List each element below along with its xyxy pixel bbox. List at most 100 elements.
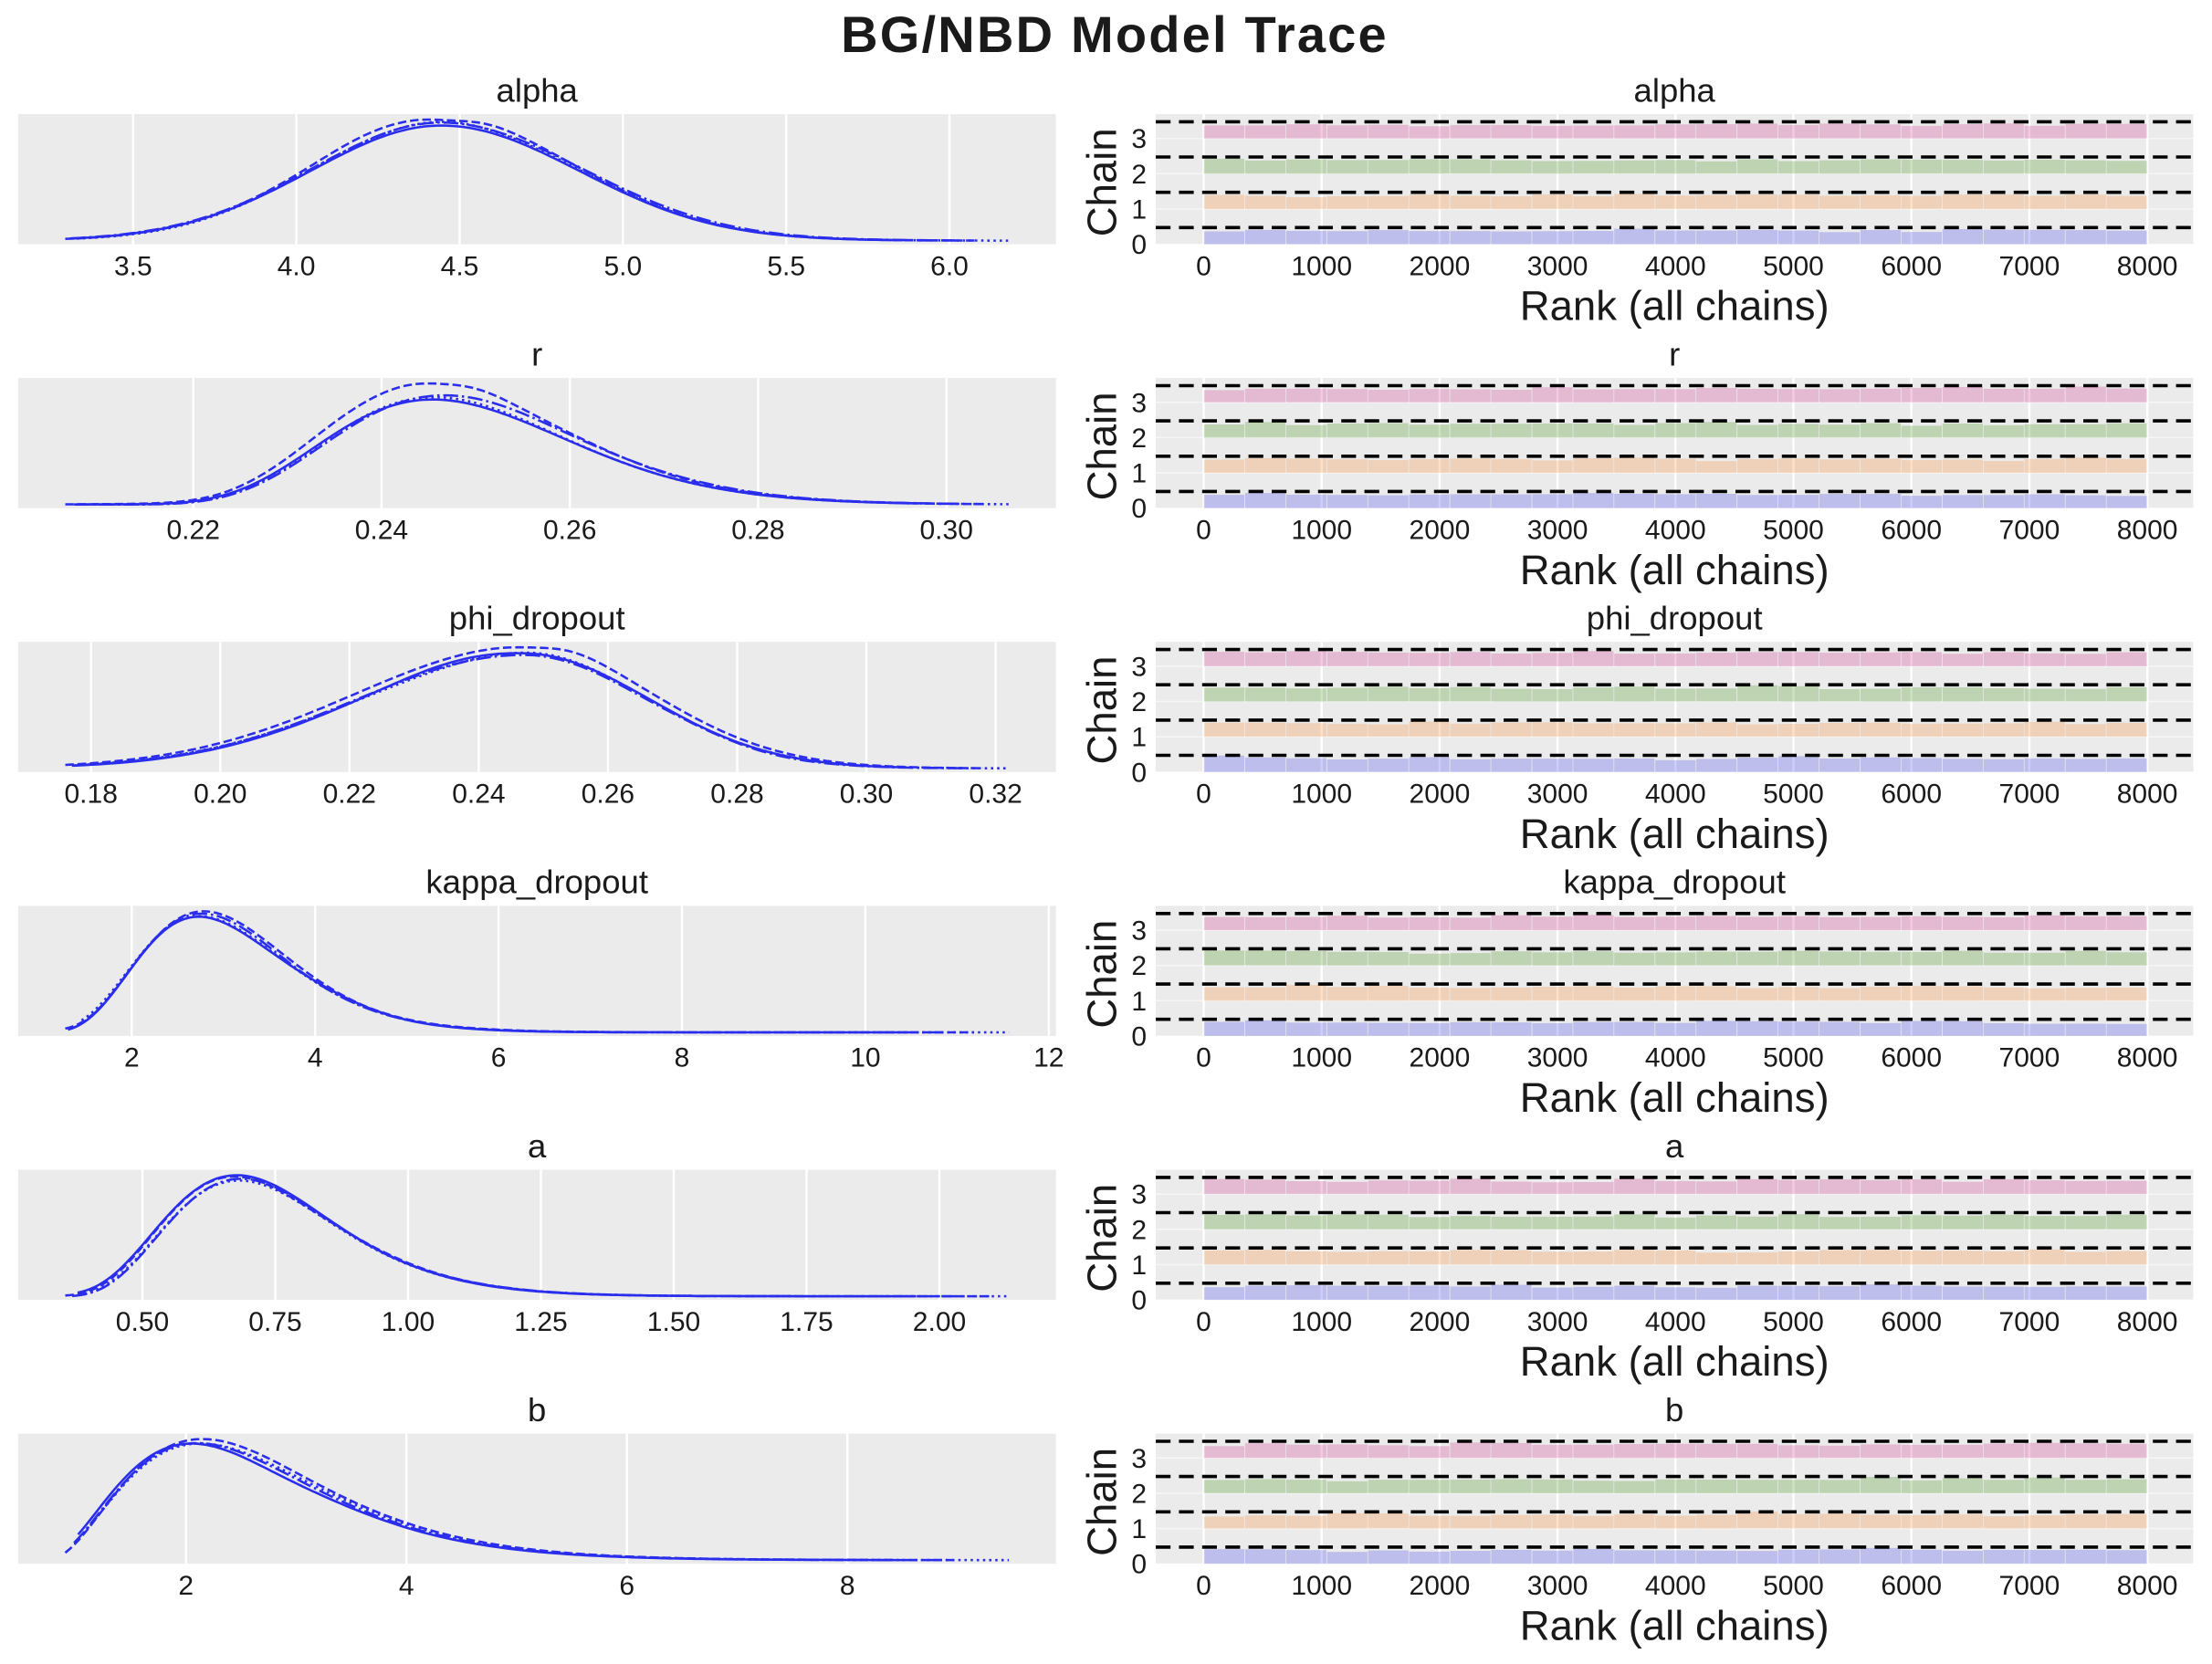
svg-text:0: 0 xyxy=(1131,758,1147,788)
svg-text:4.0: 4.0 xyxy=(278,251,316,281)
svg-text:2000: 2000 xyxy=(1410,1571,1471,1601)
svg-text:r: r xyxy=(531,335,542,372)
svg-text:2000: 2000 xyxy=(1410,251,1471,281)
svg-text:0.26: 0.26 xyxy=(582,780,634,810)
svg-text:6000: 6000 xyxy=(1881,1043,1942,1073)
svg-text:0.20: 0.20 xyxy=(194,780,246,810)
svg-text:7000: 7000 xyxy=(1999,1043,2060,1073)
svg-text:6: 6 xyxy=(619,1571,634,1601)
svg-text:5000: 5000 xyxy=(1763,1307,1824,1337)
svg-text:Chain: Chain xyxy=(1079,128,1126,236)
svg-text:Rank (all chains): Rank (all chains) xyxy=(1520,1338,1829,1385)
svg-text:1.75: 1.75 xyxy=(780,1307,833,1337)
svg-text:7000: 7000 xyxy=(1999,1307,2060,1337)
svg-text:7000: 7000 xyxy=(1999,780,2060,810)
svg-text:6: 6 xyxy=(491,1043,507,1073)
svg-text:0.75: 0.75 xyxy=(248,1307,301,1337)
svg-text:0.18: 0.18 xyxy=(65,780,118,810)
svg-text:2: 2 xyxy=(1131,1215,1147,1245)
svg-text:3: 3 xyxy=(1131,916,1147,947)
svg-text:1: 1 xyxy=(1131,195,1147,225)
svg-text:3: 3 xyxy=(1131,1444,1147,1474)
svg-text:Rank (all chains): Rank (all chains) xyxy=(1520,283,1829,330)
svg-text:5.5: 5.5 xyxy=(767,251,805,281)
svg-text:1000: 1000 xyxy=(1291,1043,1352,1073)
svg-text:2000: 2000 xyxy=(1410,1307,1471,1337)
svg-text:5000: 5000 xyxy=(1763,1571,1824,1601)
svg-text:0: 0 xyxy=(1131,230,1147,260)
svg-text:1.00: 1.00 xyxy=(382,1307,435,1337)
svg-text:8000: 8000 xyxy=(2117,1571,2178,1601)
svg-text:4000: 4000 xyxy=(1645,1571,1706,1601)
svg-text:2000: 2000 xyxy=(1410,515,1471,545)
svg-text:0.24: 0.24 xyxy=(355,515,408,545)
svg-text:r: r xyxy=(1669,335,1680,372)
svg-text:4: 4 xyxy=(399,1571,414,1601)
svg-text:0.28: 0.28 xyxy=(731,515,784,545)
svg-text:4: 4 xyxy=(308,1043,323,1073)
svg-text:2: 2 xyxy=(1131,160,1147,190)
svg-text:0.30: 0.30 xyxy=(840,780,893,810)
svg-text:1000: 1000 xyxy=(1291,780,1352,810)
svg-text:6000: 6000 xyxy=(1881,1307,1942,1337)
svg-text:3: 3 xyxy=(1131,1180,1147,1210)
svg-text:2: 2 xyxy=(1131,687,1147,717)
svg-text:alpha: alpha xyxy=(497,71,579,109)
svg-text:6.0: 6.0 xyxy=(930,251,969,281)
svg-text:2000: 2000 xyxy=(1410,1043,1471,1073)
svg-text:10: 10 xyxy=(850,1043,880,1073)
svg-text:Chain: Chain xyxy=(1079,1448,1126,1556)
svg-text:3000: 3000 xyxy=(1527,515,1588,545)
svg-text:4000: 4000 xyxy=(1645,1307,1706,1337)
svg-text:b: b xyxy=(1665,1391,1683,1429)
svg-text:1: 1 xyxy=(1131,1514,1147,1544)
svg-text:7000: 7000 xyxy=(1999,251,2060,281)
svg-text:8000: 8000 xyxy=(2117,1043,2178,1073)
svg-text:1000: 1000 xyxy=(1291,251,1352,281)
svg-text:2: 2 xyxy=(1131,424,1147,454)
svg-text:3000: 3000 xyxy=(1527,1043,1588,1073)
svg-text:b: b xyxy=(528,1391,546,1429)
svg-text:8000: 8000 xyxy=(2117,515,2178,545)
svg-text:6000: 6000 xyxy=(1881,515,1942,545)
svg-text:8000: 8000 xyxy=(2117,780,2178,810)
svg-text:3: 3 xyxy=(1131,124,1147,154)
svg-text:1000: 1000 xyxy=(1291,1571,1352,1601)
svg-text:phi_dropout: phi_dropout xyxy=(449,600,625,637)
svg-text:alpha: alpha xyxy=(1634,71,1716,109)
svg-text:0: 0 xyxy=(1196,1307,1211,1337)
svg-text:3000: 3000 xyxy=(1527,1571,1588,1601)
svg-text:1.50: 1.50 xyxy=(647,1307,700,1337)
svg-text:0: 0 xyxy=(1196,515,1211,545)
svg-text:8: 8 xyxy=(840,1571,855,1601)
svg-text:5000: 5000 xyxy=(1763,780,1824,810)
svg-text:8000: 8000 xyxy=(2117,251,2178,281)
svg-text:7000: 7000 xyxy=(1999,515,2060,545)
svg-text:0.22: 0.22 xyxy=(323,780,376,810)
svg-text:0.30: 0.30 xyxy=(920,515,973,545)
svg-text:3: 3 xyxy=(1131,388,1147,418)
svg-text:2.00: 2.00 xyxy=(913,1307,966,1337)
svg-text:12: 12 xyxy=(1033,1043,1064,1073)
svg-text:3: 3 xyxy=(1131,652,1147,682)
svg-text:4000: 4000 xyxy=(1645,1043,1706,1073)
svg-text:2: 2 xyxy=(178,1571,194,1601)
svg-text:phi_dropout: phi_dropout xyxy=(1587,600,1763,637)
svg-text:kappa_dropout: kappa_dropout xyxy=(1563,863,1786,901)
svg-text:3000: 3000 xyxy=(1527,780,1588,810)
svg-text:3000: 3000 xyxy=(1527,251,1588,281)
svg-text:kappa_dropout: kappa_dropout xyxy=(425,863,648,901)
svg-text:2: 2 xyxy=(1131,951,1147,981)
svg-text:1000: 1000 xyxy=(1291,1307,1352,1337)
svg-text:0: 0 xyxy=(1131,1286,1147,1316)
svg-text:3000: 3000 xyxy=(1527,1307,1588,1337)
svg-text:0.28: 0.28 xyxy=(710,780,763,810)
svg-text:Chain: Chain xyxy=(1079,392,1126,500)
svg-text:8000: 8000 xyxy=(2117,1307,2178,1337)
svg-text:2: 2 xyxy=(124,1043,140,1073)
svg-text:7000: 7000 xyxy=(1999,1571,2060,1601)
svg-text:5000: 5000 xyxy=(1763,1043,1824,1073)
svg-text:0.50: 0.50 xyxy=(116,1307,169,1337)
svg-text:6000: 6000 xyxy=(1881,251,1942,281)
svg-text:1000: 1000 xyxy=(1291,515,1352,545)
